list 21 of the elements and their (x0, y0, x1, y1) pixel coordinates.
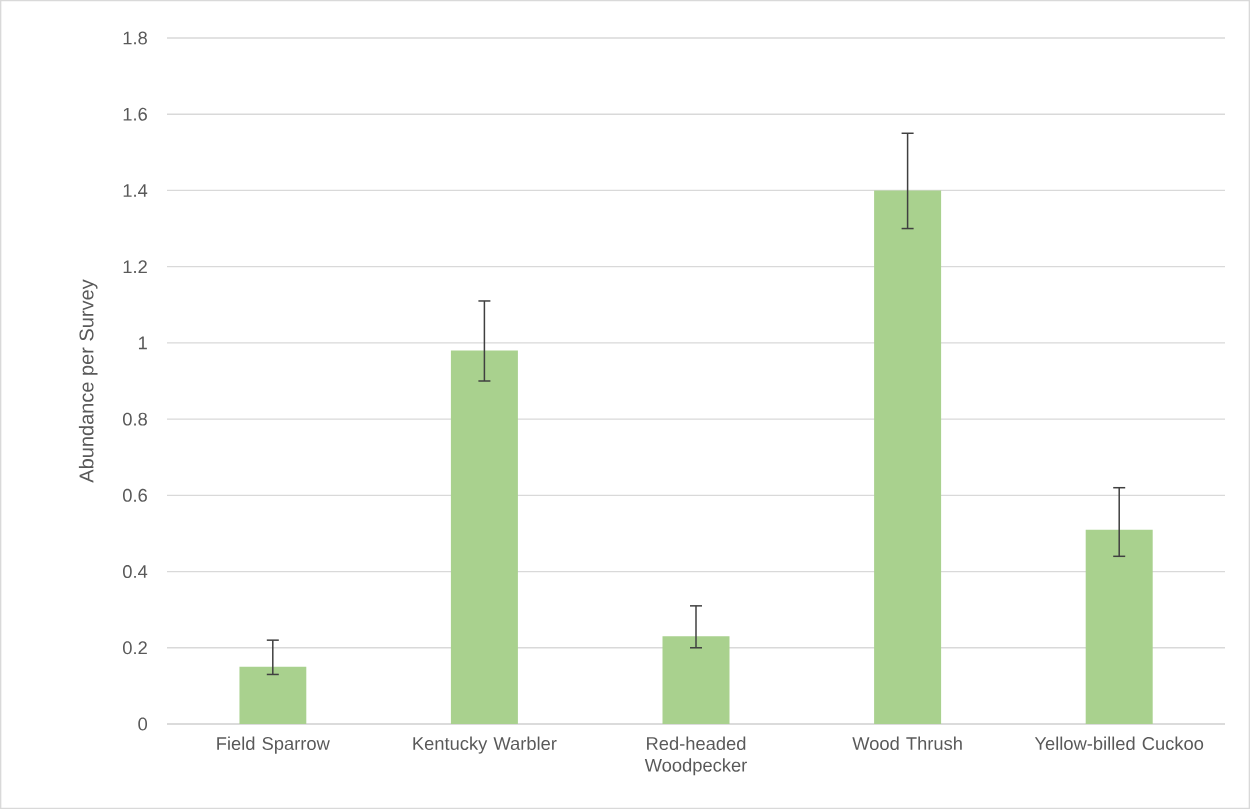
bar (450, 350, 518, 724)
x-tick-label: Kentucky Warbler (413, 736, 557, 754)
bar (874, 190, 942, 724)
y-tick-label: 0.2 (123, 641, 147, 655)
x-tick-label: Field Sparrow (217, 736, 330, 754)
y-tick-label: 0.8 (123, 412, 147, 426)
bar (239, 666, 307, 724)
x-tick-label: Yellow-billed Cuckoo (1034, 736, 1204, 751)
y-tick-label: 1.4 (123, 184, 148, 197)
y-tick-label: 1.2 (123, 260, 147, 274)
y-tick-label: 1.8 (123, 31, 147, 45)
x-tick-label: Wood Thrush (852, 736, 962, 751)
bar (1085, 529, 1153, 724)
y-axis-title: Abundance per Survey (78, 279, 98, 483)
y-tick-label: 1.6 (123, 107, 147, 121)
y-tick-label: 1 (138, 336, 147, 350)
y-tick-label: 0.6 (123, 488, 147, 502)
y-tick-label: 0 (138, 717, 148, 731)
x-tick-label: Red-headed Woodpecker (644, 736, 747, 776)
y-tick-label: 0.4 (123, 565, 148, 579)
bar (662, 636, 730, 724)
